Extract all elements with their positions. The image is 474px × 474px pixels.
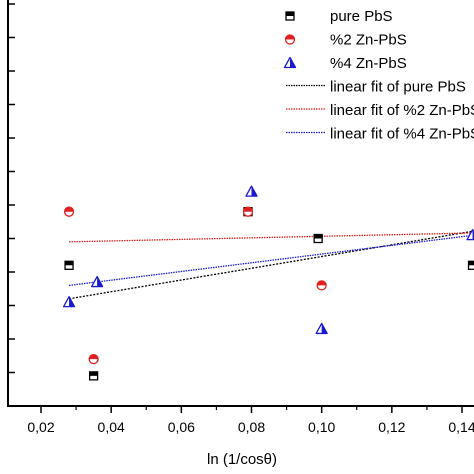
legend-label: linear fit of pure PbS bbox=[330, 79, 466, 96]
x-tick-label: 0,12 bbox=[378, 419, 405, 435]
axes: 0,02 0,04 0,06 0,08 0,10 0,12 0,14 bbox=[7, 0, 474, 435]
data-point bbox=[90, 275, 104, 288]
data-point bbox=[88, 371, 99, 381]
legend: pure PbS %2 Zn-PbS %4 Zn-PbS linear fit of … bbox=[283, 8, 474, 143]
data-point bbox=[63, 206, 75, 217]
data-point bbox=[242, 206, 254, 217]
fit-line bbox=[68, 230, 474, 300]
legend-label: linear fit of %2 Zn-PbS bbox=[330, 102, 474, 119]
x-tick-label: 0,14 bbox=[448, 419, 474, 435]
data-point bbox=[316, 280, 327, 291]
x-tick-label: 0,08 bbox=[238, 419, 265, 435]
x-tick-label: 0,02 bbox=[27, 419, 54, 435]
x-tick-label: 0,06 bbox=[168, 419, 195, 435]
legend-label: %4 Zn-PbS bbox=[330, 55, 407, 72]
legend-label: linear fit of %4 Zn-PbS bbox=[330, 126, 474, 143]
x-tick-label: 0,04 bbox=[98, 419, 125, 435]
data-point bbox=[467, 260, 474, 270]
legend-marker bbox=[285, 11, 295, 21]
x-axis-title: ln (1/cosθ) bbox=[207, 451, 277, 468]
data-point bbox=[245, 185, 258, 197]
fit-line bbox=[68, 234, 474, 287]
fit-lines bbox=[68, 230, 474, 300]
legend-marker bbox=[284, 34, 296, 45]
data-point bbox=[315, 322, 328, 335]
legend-marker bbox=[283, 56, 297, 69]
fit-line bbox=[69, 232, 474, 243]
data-point bbox=[64, 260, 74, 270]
data-point bbox=[62, 295, 76, 308]
x-tick-label: 0,10 bbox=[308, 419, 335, 435]
data-point bbox=[313, 233, 323, 244]
data-point bbox=[88, 353, 99, 365]
data-points bbox=[62, 185, 474, 381]
legend-label: pure PbS bbox=[330, 8, 393, 25]
legend-label: %2 Zn-PbS bbox=[330, 32, 407, 49]
